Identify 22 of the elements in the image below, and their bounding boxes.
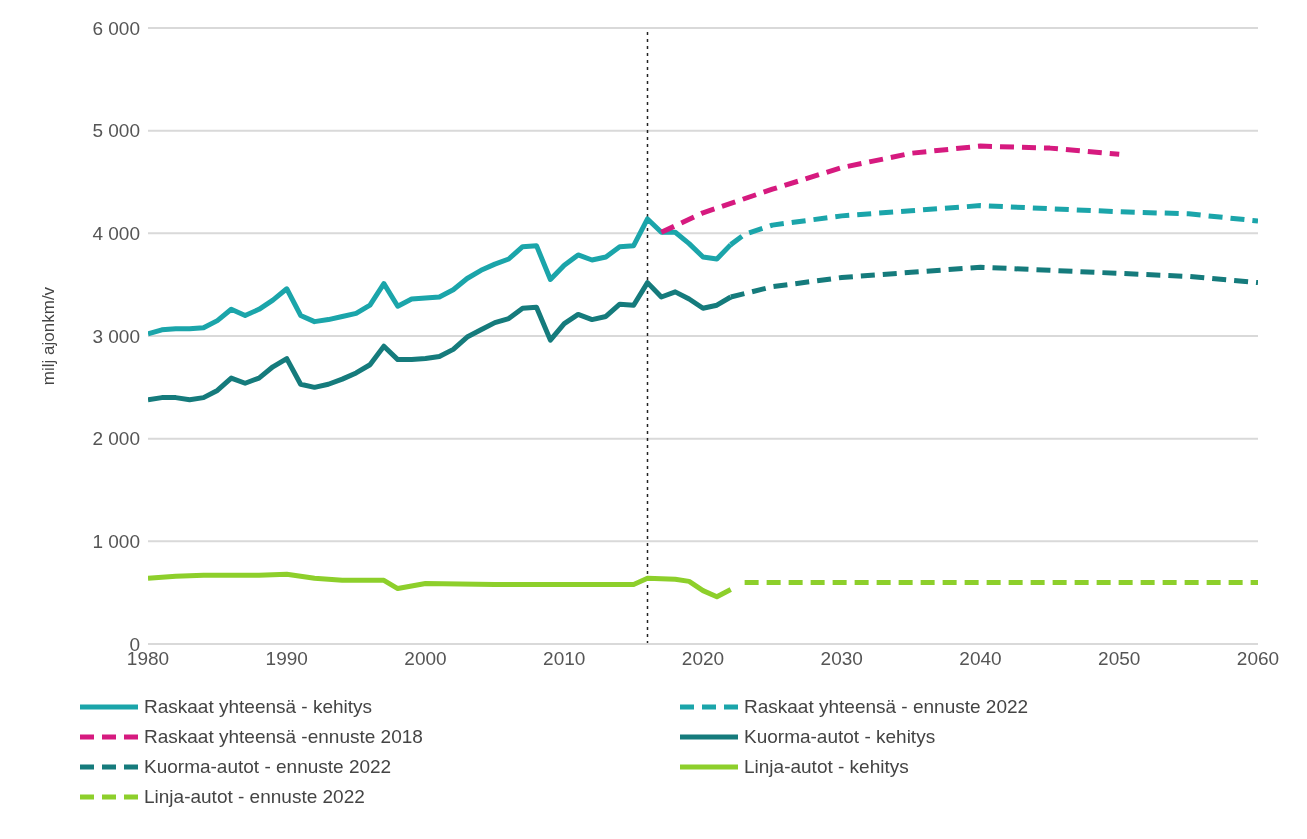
y-tick-label: 6 000 [92,17,140,39]
legend-label: Raskaat yhteensä -ennuste 2018 [144,726,423,748]
legend-label: Kuorma-autot - kehitys [744,726,936,748]
x-tick-label: 2000 [404,648,447,670]
legend-label: Raskaat yhteensä - kehitys [144,696,373,718]
y-tick-label: 3 000 [92,325,140,347]
x-tick-label: 2060 [1236,648,1280,670]
y-tick-label: 5 000 [92,120,140,142]
y-tick-label: 4 000 [92,223,140,245]
x-tick-label: 2030 [820,648,863,670]
legend-label: Raskaat yhteensä - ennuste 2022 [744,696,1029,718]
x-tick-label: 2020 [681,648,725,670]
legend-label: Kuorma-autot - ennuste 2022 [144,756,392,778]
x-tick-label: 2010 [543,648,586,670]
y-tick-label: 1 000 [92,531,140,553]
y-axis-title: milj ajonkm/v [39,286,59,386]
legend-label: Linja-autot - kehitys [744,756,909,778]
x-tick-label: 2050 [1098,648,1141,670]
y-tick-label: 2 000 [92,428,140,450]
x-tick-label: 2040 [959,648,1002,670]
x-tick-label: 1990 [265,648,308,670]
legend-label: Linja-autot - ennuste 2022 [144,786,365,808]
